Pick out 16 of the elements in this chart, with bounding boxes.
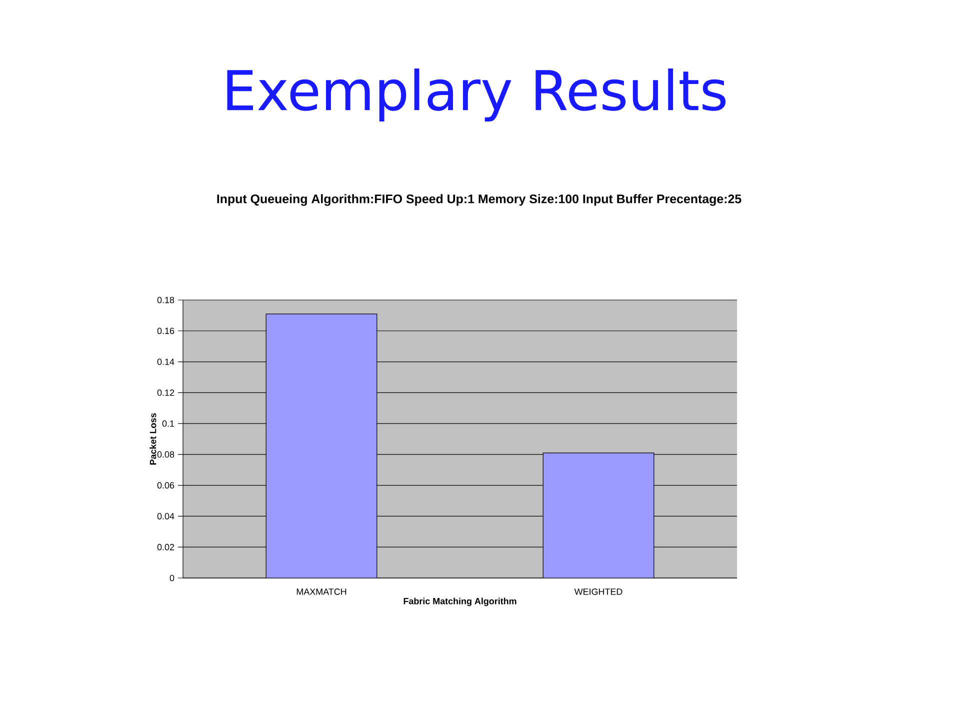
y-tick-label: 0.08 bbox=[157, 451, 174, 458]
y-axis-title: Packet Loss bbox=[150, 413, 156, 465]
y-tick-label: 0 bbox=[170, 574, 174, 582]
y-tick-label: 0.14 bbox=[157, 358, 174, 365]
y-tick-label: 0.1 bbox=[162, 420, 174, 427]
y-tick-label: 0.12 bbox=[157, 389, 174, 396]
x-tick-label: WEIGHTED bbox=[574, 588, 622, 595]
chart-title: Exemplary Results bbox=[227, 68, 726, 122]
y-tick-label: 0.18 bbox=[157, 296, 174, 304]
y-tick-label: 0.16 bbox=[157, 328, 174, 334]
x-tick-label: MAXMATCH bbox=[296, 588, 346, 595]
y-tick-label: 0.02 bbox=[157, 544, 174, 550]
y-tick-label: 0.06 bbox=[157, 482, 174, 489]
x-axis-title: Fabric Matching Algorithm bbox=[404, 598, 516, 606]
y-tick-label: 0.04 bbox=[157, 513, 174, 520]
chart-subtitle: Input Queueing Algorithm:FIFO Speed Up:1 Memory Size:100 Input Buffer Precentage:25 bbox=[217, 194, 742, 206]
